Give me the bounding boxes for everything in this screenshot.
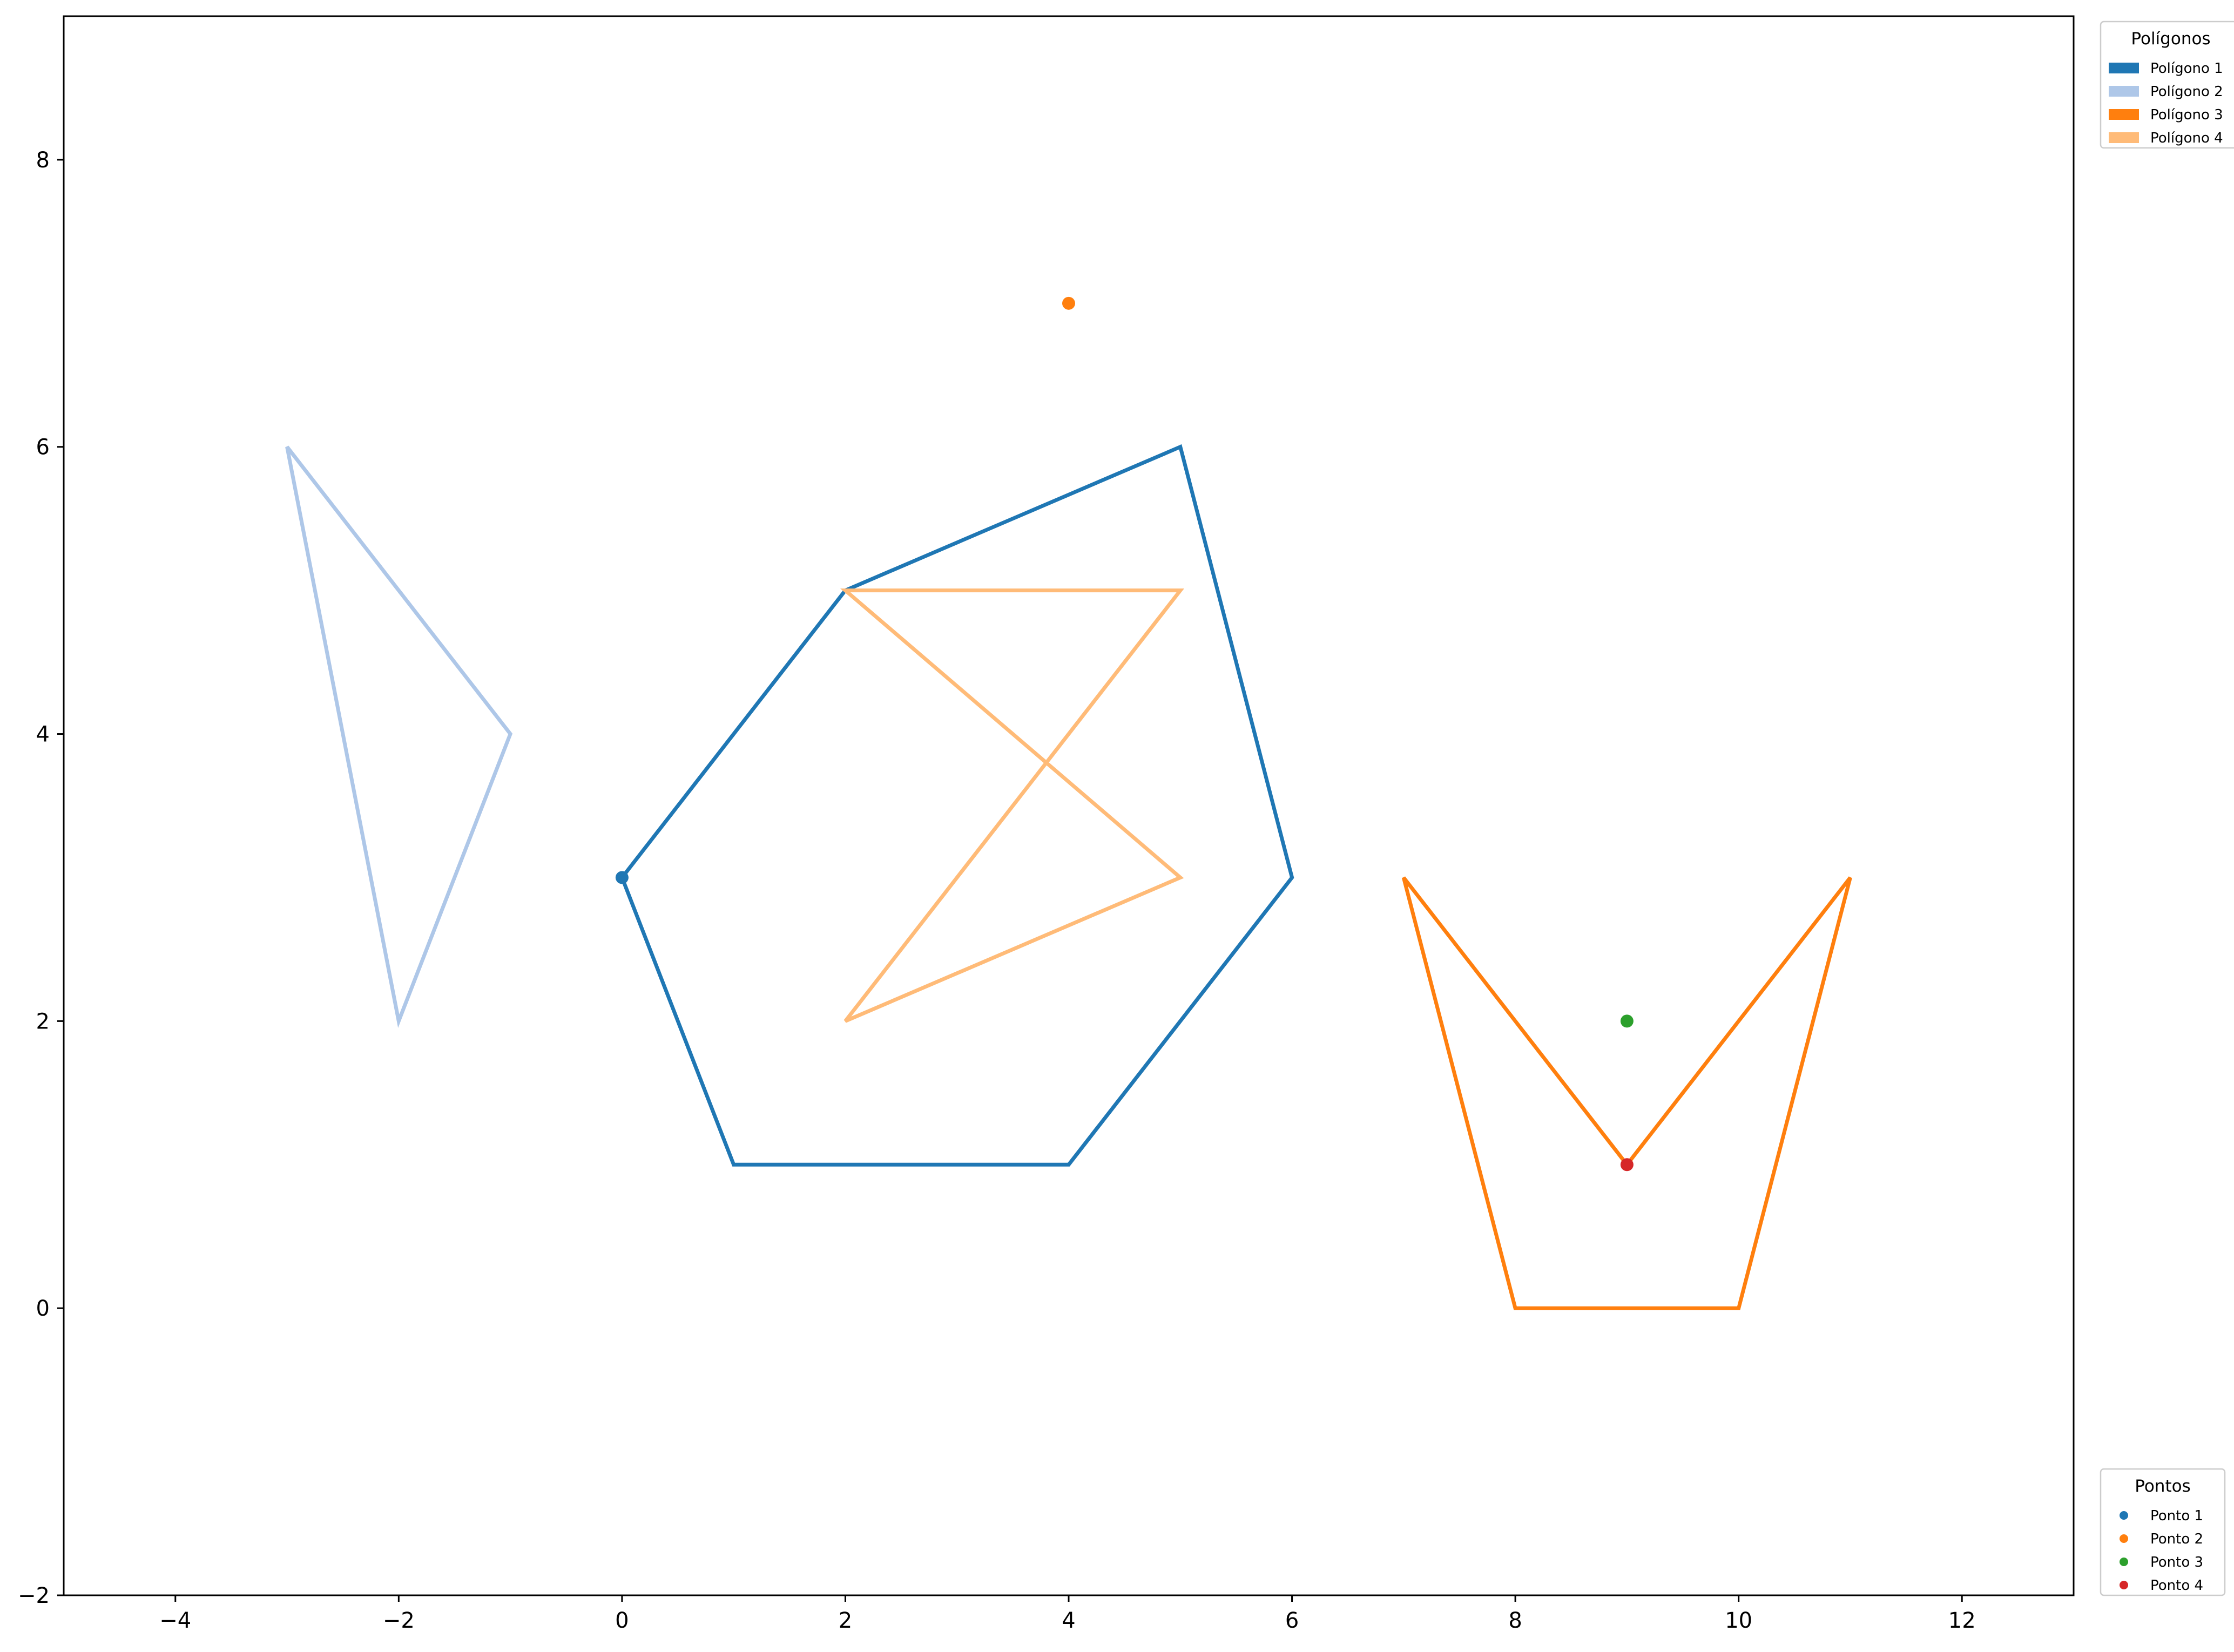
y-tick-label: 6 — [36, 435, 50, 460]
legend-swatch — [2109, 132, 2139, 143]
legend-title: Pontos — [2135, 1477, 2190, 1496]
legend-label: Ponto 3 — [2150, 1554, 2203, 1570]
plot-marks — [285, 296, 1852, 1310]
point-2 — [1062, 296, 1075, 310]
polygon-2 — [285, 445, 513, 1028]
axes-frame — [63, 15, 2075, 1596]
legend-swatch — [2109, 86, 2139, 97]
legend-marker — [2120, 1581, 2128, 1589]
y-tick-label: 0 — [36, 1296, 50, 1321]
legend-label: Polígono 1 — [2150, 60, 2223, 77]
x-tick-label: 10 — [1725, 1608, 1752, 1633]
legend-marker — [2120, 1534, 2128, 1543]
x-tick-label: 4 — [1062, 1608, 1075, 1633]
legends: Polígonos Polígono 1 Polígono 2 Polígono 3 P… — [2100, 21, 2234, 1596]
legend-label: Polígono 2 — [2150, 84, 2223, 100]
y-tick-label: 2 — [36, 1009, 50, 1034]
y-tick-label: 4 — [36, 722, 50, 747]
polygon-3 — [1401, 876, 1852, 1310]
y-tick-label: −2 — [18, 1583, 50, 1608]
x-tick-label: 6 — [1285, 1608, 1299, 1633]
legend-label: Ponto 2 — [2150, 1531, 2203, 1547]
legend-swatch — [2109, 63, 2139, 73]
legend-swatch — [2109, 109, 2139, 120]
legend-label: Ponto 4 — [2150, 1577, 2203, 1594]
legend-points: Pontos Ponto 1 Ponto 2 Ponto 3 Ponto 4 — [2100, 1468, 2226, 1596]
axis-ticks: −4 −2 0 2 4 6 8 10 12 −2 0 2 4 6 8 — [18, 148, 1976, 1633]
x-tick-label: 2 — [839, 1608, 852, 1633]
legend-marker — [2120, 1511, 2128, 1520]
x-tick-label: −4 — [159, 1608, 191, 1633]
legend-label: Polígono 4 — [2150, 130, 2223, 146]
legend-marker — [2120, 1558, 2128, 1566]
polygon-4 — [840, 588, 1184, 1023]
legend-frame — [2100, 1468, 2226, 1596]
point-1 — [615, 871, 629, 884]
x-tick-label: 12 — [1948, 1608, 1976, 1633]
legend-label: Polígono 3 — [2150, 107, 2223, 123]
point-3 — [1620, 1014, 1634, 1028]
legend-label: Ponto 1 — [2150, 1508, 2203, 1524]
polygon-1 — [619, 444, 1294, 1167]
legend-polygons: Polígonos Polígono 1 Polígono 2 Polígono 3 P… — [2100, 21, 2234, 149]
y-tick-label: 8 — [36, 148, 50, 173]
legend-title: Polígonos — [2131, 29, 2210, 49]
x-tick-label: 8 — [1508, 1608, 1522, 1633]
point-4 — [1620, 1158, 1634, 1172]
x-tick-label: −2 — [383, 1608, 415, 1633]
x-tick-label: 0 — [615, 1608, 629, 1633]
